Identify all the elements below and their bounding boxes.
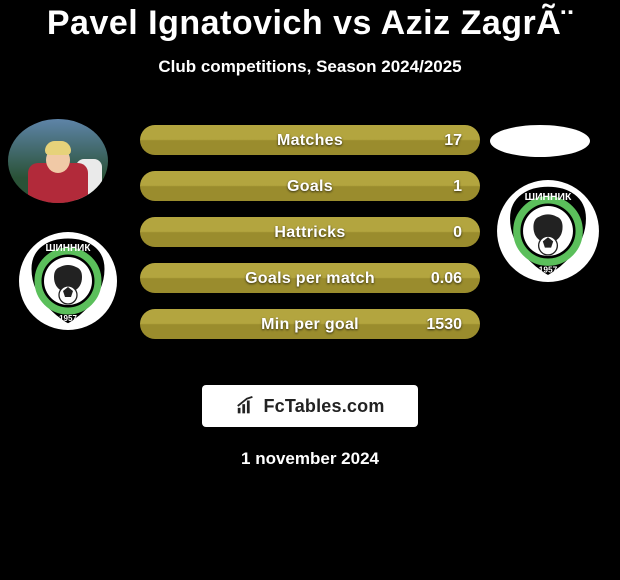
- stat-value: 0: [453, 224, 462, 242]
- stat-label: Matches: [140, 132, 480, 150]
- page-subtitle: Club competitions, Season 2024/2025: [158, 57, 461, 76]
- player-left-crest: ШИННИК 1957: [18, 231, 118, 331]
- stat-row-hattricks: Hattricks 0: [140, 217, 480, 247]
- player-right-crest: ШИННИК 1957: [496, 179, 600, 283]
- stat-value: 17: [444, 132, 462, 150]
- svg-text:1957: 1957: [59, 314, 77, 323]
- svg-text:ШИННИК: ШИННИК: [525, 192, 572, 203]
- svg-text:1957: 1957: [539, 265, 558, 275]
- stat-value: 0.06: [431, 270, 462, 288]
- page-title: Pavel Ignatovich vs Aziz ZagrÃ¨: [47, 4, 573, 43]
- stat-value: 1: [453, 178, 462, 196]
- stat-row-goals: Goals 1: [140, 171, 480, 201]
- player-left: ШИННИК 1957: [8, 119, 108, 203]
- svg-text:ШИННИК: ШИННИК: [46, 243, 92, 254]
- stat-value: 1530: [426, 316, 462, 334]
- stat-row-min-per-goal: Min per goal 1530: [140, 309, 480, 339]
- stat-bars: Matches 17 Goals 1 Hattricks 0 Goals per…: [140, 125, 480, 355]
- branding-badge: FcTables.com: [202, 385, 418, 427]
- player-right-photo-blank: [490, 125, 590, 157]
- stat-row-goals-per-match: Goals per match 0.06: [140, 263, 480, 293]
- player-left-photo: [8, 119, 108, 203]
- bar-chart-icon: [235, 395, 257, 417]
- stat-label: Goals: [140, 178, 480, 196]
- stat-label: Hattricks: [140, 224, 480, 242]
- snapshot-date: 1 november 2024: [241, 449, 379, 468]
- branding-text: FcTables.com: [263, 396, 384, 417]
- stat-row-matches: Matches 17: [140, 125, 480, 155]
- player-right: ШИННИК 1957: [480, 121, 620, 341]
- stat-label: Goals per match: [140, 270, 480, 288]
- comparison-content: ШИННИК 1957 ШИННИК 1957: [0, 119, 620, 369]
